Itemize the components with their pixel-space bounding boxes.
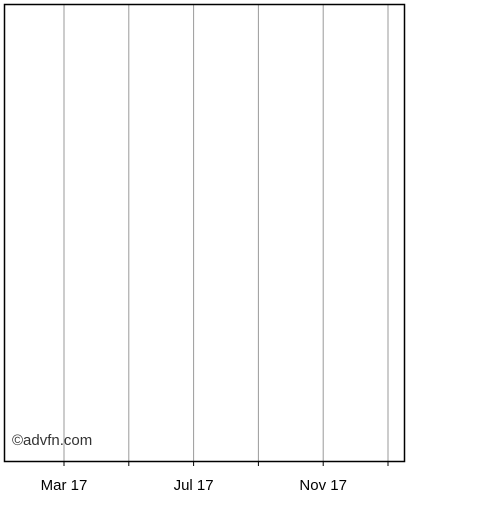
watermark: ©advfn.com xyxy=(12,432,92,449)
x-tick-label: Jul 17 xyxy=(174,477,214,494)
x-tick-label: Nov 17 xyxy=(299,477,347,494)
x-axis-tick-labels: Mar 17 Jul 17 Nov 17 xyxy=(41,477,347,494)
plot-frame xyxy=(3,3,406,463)
x-axis-ticks xyxy=(63,461,389,466)
x-tick-label: Mar 17 xyxy=(41,477,88,494)
x-gridlines xyxy=(63,5,389,461)
